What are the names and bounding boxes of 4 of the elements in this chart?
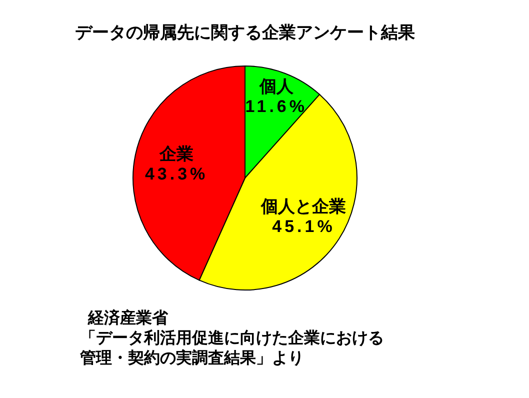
annotation: 管理・契約の実調査結果」より [80,350,304,367]
title: データの帰属先に関する企業アンケート結果 [75,23,415,42]
annotation: 経済産業省 [88,310,168,327]
annotation: 「データ利活用促進に向けた企業における [80,330,384,347]
